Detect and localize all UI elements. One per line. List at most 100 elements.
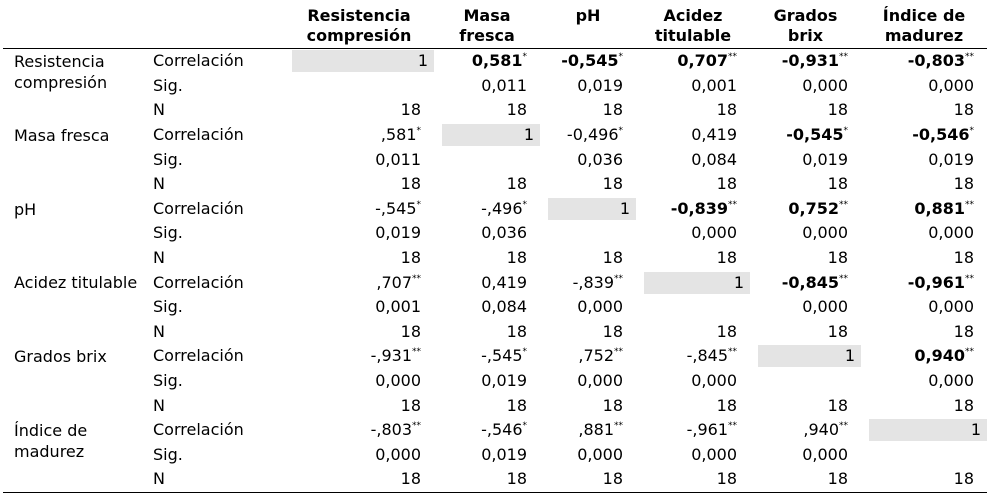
- correlation-value: -,839**: [540, 270, 636, 295]
- sig-value: 0,036: [481, 223, 527, 243]
- n-value: 18: [400, 174, 421, 194]
- significance-mark: **: [728, 347, 737, 358]
- significance-mark: **: [614, 421, 623, 432]
- table-row: Sig. 0,000 0,019 0,000 0,000 0,000: [3, 443, 987, 468]
- coefficient: -0,545: [561, 51, 619, 71]
- stat-label: Sig.: [153, 75, 183, 95]
- significance-mark: **: [412, 347, 421, 358]
- correlation-value: 0,707**: [636, 49, 750, 74]
- significance-mark: **: [839, 199, 848, 210]
- n-value: 18: [602, 248, 623, 268]
- n-value: 18: [953, 174, 974, 194]
- stat-label: Correlación: [153, 346, 244, 366]
- n-value: 18: [506, 174, 527, 194]
- header-row: Resistencia compresión Masa fresca pH Acidez t…: [3, 0, 987, 49]
- n-value: 18: [827, 174, 848, 194]
- coefficient: ,707: [376, 272, 412, 292]
- diagonal-value: 1: [548, 197, 636, 220]
- stat-label: N: [153, 248, 165, 268]
- sig-value: 0,000: [691, 444, 737, 464]
- column-header-line: compresión: [306, 26, 412, 45]
- stat-label: Sig.: [153, 444, 183, 464]
- table-row: N 18 18 18 18 18 18: [3, 393, 987, 418]
- column-header-line: brix: [787, 26, 824, 45]
- stat-label: Correlación: [153, 198, 244, 218]
- significance-mark: **: [412, 421, 421, 432]
- correlation-value: ,940**: [750, 418, 861, 443]
- column-header: Grados brix: [750, 0, 861, 49]
- n-value: 18: [827, 395, 848, 415]
- column-header: Índice de madurez: [861, 0, 987, 49]
- n-value: 18: [506, 100, 527, 120]
- sig-value: 0,000: [802, 223, 848, 243]
- stat-label: Sig.: [153, 297, 183, 317]
- coefficient: -0,839: [670, 198, 728, 218]
- significance-mark: **: [965, 199, 974, 210]
- correlation-value: ,881**: [540, 418, 636, 443]
- table-row: N 18 18 18 18 18 18: [3, 246, 987, 271]
- sig-value: [434, 147, 540, 172]
- correlation-value: ,752**: [540, 344, 636, 369]
- variable-name: Masa fresca: [14, 125, 110, 145]
- column-header-line: Acidez: [663, 6, 723, 25]
- coefficient: -0,803: [907, 51, 965, 71]
- correlation-value: -0,545*: [540, 49, 636, 74]
- n-value: 18: [400, 100, 421, 120]
- table-row: N 18 18 18 18 18 18: [3, 467, 987, 493]
- n-value: 18: [602, 321, 623, 341]
- significance-mark: *: [522, 347, 528, 358]
- sig-value: 0,000: [577, 444, 623, 464]
- coefficient: 0,419: [481, 272, 527, 292]
- stat-label: Sig.: [153, 371, 183, 391]
- coefficient: ,940: [803, 420, 839, 440]
- correlation-value: -0,496*: [540, 123, 636, 148]
- n-value: 18: [953, 248, 974, 268]
- n-value: 18: [827, 321, 848, 341]
- n-value: 18: [953, 469, 974, 489]
- n-value: 18: [716, 174, 737, 194]
- coefficient: -,545: [375, 198, 417, 218]
- correlation-value: -,546*: [434, 418, 540, 443]
- sig-value: 0,000: [928, 223, 974, 243]
- sig-value: 0,019: [481, 371, 527, 391]
- table-row: Sig. 0,019 0,036 0,000 0,000 0,000: [3, 221, 987, 246]
- column-header-line: pH: [575, 6, 601, 25]
- n-value: 18: [953, 395, 974, 415]
- sig-value: [540, 221, 636, 246]
- table-row: Índice de madurez Correlación -,803** -,546…: [3, 418, 987, 461]
- table-row: Sig. 0,011 0,019 0,001 0,000 0,000: [3, 74, 987, 99]
- sig-value: 0,084: [481, 297, 527, 317]
- significance-mark: **: [965, 52, 974, 63]
- n-value: 18: [953, 100, 974, 120]
- table-row: Grados brix Correlación -,931** -,545* ,752*…: [3, 344, 987, 369]
- significance-mark: *: [416, 199, 422, 210]
- correlation-value: ,581*: [284, 123, 434, 148]
- sig-value: 0,000: [691, 223, 737, 243]
- sig-value: 0,001: [375, 297, 421, 317]
- significance-mark: **: [839, 273, 848, 284]
- correlation-value: -0,803**: [861, 49, 987, 74]
- sig-value: 0,000: [802, 444, 848, 464]
- stat-label: N: [153, 321, 165, 341]
- correlation-value: 0,419: [636, 123, 750, 148]
- table-row: Sig. 0,001 0,084 0,000 0,000 0,000: [3, 295, 987, 320]
- n-value: 18: [506, 469, 527, 489]
- n-value: 18: [602, 174, 623, 194]
- sig-value: 0,019: [577, 75, 623, 95]
- significance-mark: *: [618, 52, 624, 63]
- corner-cell: [149, 0, 284, 49]
- coefficient: -,545: [481, 346, 523, 366]
- diagonal-value: 1: [442, 124, 540, 147]
- correlation-value: -0,845**: [750, 270, 861, 295]
- coefficient: -,845: [686, 346, 728, 366]
- correlation-value: 0,940**: [861, 344, 987, 369]
- sig-value: 0,000: [375, 371, 421, 391]
- corner-cell: [3, 0, 149, 49]
- sig-value: 0,000: [928, 75, 974, 95]
- significance-mark: *: [618, 126, 624, 137]
- correlation-value: -,803**: [284, 418, 434, 443]
- n-value: 18: [827, 100, 848, 120]
- diagonal-cell: 1: [434, 123, 540, 148]
- sig-value: 0,000: [928, 371, 974, 391]
- significance-mark: *: [416, 126, 422, 137]
